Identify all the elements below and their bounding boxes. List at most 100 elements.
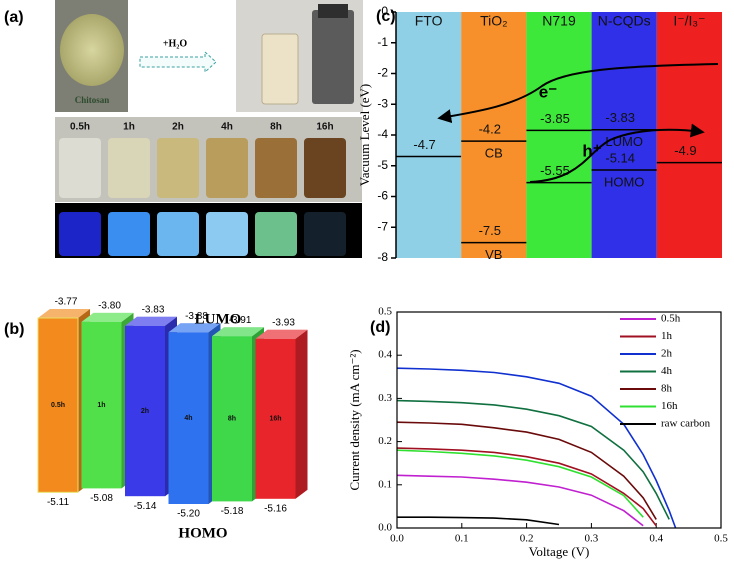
bar-label: 4h — [184, 415, 192, 422]
x-axis-label: Voltage (V) — [529, 544, 590, 559]
vial — [157, 138, 199, 198]
column — [396, 12, 462, 258]
time-label: 16h — [316, 122, 333, 133]
vial-glow — [304, 212, 346, 256]
value-label: -3.77 — [55, 297, 78, 308]
vial-glow — [59, 212, 101, 256]
bar — [81, 321, 122, 489]
y-tick-label: 0.0 — [378, 522, 392, 534]
y-tick-label: -3 — [377, 96, 388, 110]
liner — [261, 33, 299, 105]
x-tick-label: 0.5 — [714, 533, 728, 545]
level-value: -7.5 — [479, 223, 501, 238]
level-name: VB — [485, 247, 502, 262]
bar — [212, 336, 252, 502]
uv-vials — [59, 212, 346, 256]
column — [461, 12, 527, 258]
series-line — [396, 367, 677, 529]
series-label: HOMO — [178, 525, 227, 541]
panel-label: (b) — [4, 321, 24, 338]
series-line — [396, 447, 657, 527]
panel-label: (a) — [4, 9, 24, 26]
bar-side — [295, 329, 308, 499]
annotation: e⁻ — [539, 82, 557, 101]
value-label: -5.16 — [264, 503, 287, 514]
bar — [37, 317, 79, 493]
vial — [59, 138, 101, 198]
bar-top — [212, 327, 264, 337]
level-value: -5.55 — [540, 163, 570, 178]
x-tick-label: 0.3 — [585, 533, 599, 545]
x-tick-label: 0.1 — [455, 533, 469, 545]
y-tick-label: 0.3 — [378, 392, 392, 404]
value-label: -5.14 — [134, 501, 157, 512]
column-name: N-CQDs — [598, 13, 651, 29]
hole-arrow — [529, 123, 705, 183]
legend-label: 2h — [661, 348, 673, 360]
chitosan-powder — [60, 14, 124, 86]
autoclave-cap — [318, 4, 348, 18]
column — [656, 12, 722, 258]
value-label: -3.88 — [185, 311, 208, 322]
bar-label: 1h — [97, 402, 105, 409]
level-name: HOMO — [604, 174, 644, 189]
vial — [255, 138, 297, 198]
bar-top — [168, 323, 221, 333]
column-name: TiO₂ — [480, 13, 507, 29]
y-tick-label: -8 — [377, 250, 388, 264]
value-label: -3.91 — [229, 315, 252, 326]
bar-top — [168, 323, 221, 333]
bar — [255, 338, 296, 499]
level-value: -4.7 — [413, 137, 435, 152]
legend-label: 8h — [661, 383, 673, 395]
bar-top — [125, 316, 177, 326]
level-value: -3.83 — [605, 110, 635, 125]
reagent-label: +H₂O — [163, 38, 187, 49]
panel-label: (d) — [370, 319, 390, 336]
value-label: -5.11 — [47, 497, 69, 508]
charge-arrows — [437, 63, 719, 183]
sample-label: Chitosan — [75, 95, 110, 105]
vial — [304, 138, 346, 198]
bar-top — [125, 316, 177, 326]
time-label: 1h — [123, 122, 135, 133]
x-tick-label: 0.0 — [390, 533, 404, 545]
plot-frame — [396, 311, 722, 529]
bar-top — [38, 309, 90, 318]
time-label: 8h — [270, 122, 282, 133]
vial — [108, 138, 150, 198]
value-label: -5.18 — [221, 506, 244, 517]
series-line — [396, 474, 644, 527]
column — [526, 12, 592, 258]
autoclave — [312, 10, 354, 104]
vial-glow — [255, 212, 297, 256]
electron-arrow — [437, 63, 719, 124]
y-tick-label: 0.4 — [378, 349, 392, 361]
bar — [168, 332, 209, 504]
vial — [206, 138, 248, 198]
series-label: LUMO — [195, 311, 242, 327]
bar — [125, 325, 165, 497]
bar-side — [295, 329, 308, 499]
level-value: -4.2 — [479, 122, 501, 137]
arrow — [139, 50, 217, 74]
series-line — [396, 399, 670, 520]
y-tick-label: -2 — [377, 66, 388, 80]
bar-label: 8h — [228, 416, 236, 423]
bar-top — [81, 312, 134, 322]
y-tick-label: 0.5 — [378, 306, 392, 318]
value-label: -5.08 — [90, 493, 113, 504]
bar-top — [255, 329, 308, 339]
legend-label: raw carbon — [661, 418, 711, 430]
time-label: 0.5h — [70, 122, 90, 133]
y-tick-label: -7 — [377, 219, 388, 233]
vials — [59, 138, 346, 198]
series-line — [397, 516, 560, 526]
y-tick-label: -5 — [377, 158, 388, 172]
x-tick-label: 0.2 — [520, 533, 534, 545]
level-name: CB — [485, 146, 503, 161]
legend-label: 1h — [661, 330, 673, 342]
time-label: 4h — [221, 122, 233, 133]
level-value: -4.9 — [674, 143, 696, 158]
